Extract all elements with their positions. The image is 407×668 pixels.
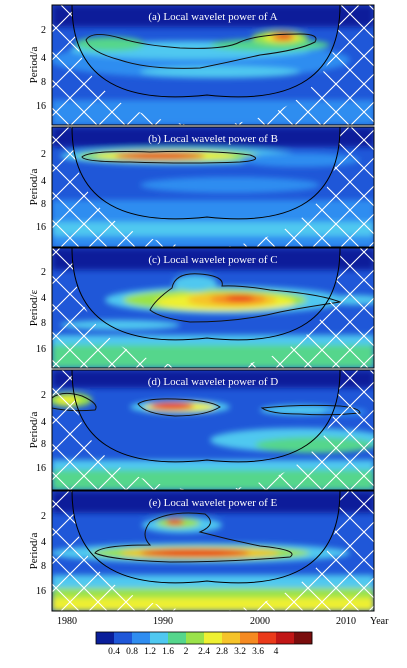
panel-b-ytick-2: 2 [41, 149, 46, 160]
panel-e-ytick-16: 16 [36, 586, 46, 597]
panel-b: (b) Local wavelet power of B Period/a 2 … [28, 126, 375, 248]
panel-b-ylabel: Period/a [28, 169, 40, 206]
panel-d-ytick-8: 8 [41, 439, 46, 450]
panel-e: (e) Local wavelet power of E Period/a 2 … [28, 490, 375, 612]
panel-d-ytick-2: 2 [41, 390, 46, 401]
panel-e-ylabel: Period/a [28, 533, 40, 570]
panel-c: (c) Local wavelet power of C Period/ε 2 … [28, 247, 375, 369]
panel-b-title: (b) Local wavelet power of B [148, 133, 278, 145]
panel-d: (d) Local wavelet power of D Period/a 2 … [28, 369, 375, 491]
panel-c-ytick-8: 8 [41, 318, 46, 329]
colorbar-label: 0.4 [108, 647, 120, 657]
panel-e-ytick-2: 2 [41, 511, 46, 522]
colorbar-label: 2.4 [198, 647, 210, 657]
xtick-1980: 1980 [57, 616, 77, 627]
colorbar-swatch [240, 632, 259, 644]
colorbar-swatch [186, 632, 205, 644]
colorbar-swatch [150, 632, 169, 644]
colorbar-swatch [204, 632, 223, 644]
colorbar-label: 2 [184, 647, 189, 657]
panel-a-ylabel: Period/a [28, 47, 40, 84]
panel-a-title: (a) Local wavelet power of A [148, 11, 277, 23]
x-axis: 1980 1990 2000 2010 Year [57, 616, 389, 627]
colorbar-label: 3.6 [252, 647, 264, 657]
colorbar-label: 1.6 [162, 647, 174, 657]
colorbar-label: 4 [274, 647, 279, 657]
colorbar-label: 3.2 [234, 647, 246, 657]
colorbar-swatch [294, 632, 313, 644]
colorbar-swatch [222, 632, 241, 644]
panel-a-ytick-16: 16 [36, 101, 46, 112]
panel-c-ytick-2: 2 [41, 267, 46, 278]
colorbar-swatch [258, 632, 277, 644]
panel-a-ytick-4: 4 [41, 53, 46, 64]
panel-c-ytick-4: 4 [41, 293, 46, 304]
colorbar-swatch [114, 632, 133, 644]
panel-c-title: (c) Local wavelet power of C [148, 254, 277, 266]
colorbar-swatch [96, 632, 115, 644]
panel-d-ytick-4: 4 [41, 417, 46, 428]
colorbar-swatch [276, 632, 295, 644]
panel-a-ytick-8: 8 [41, 77, 46, 88]
colorbar: 0.4 0.8 1.2 1.6 2 2.4 2.8 3.2 3.6 4 [95, 631, 313, 657]
panel-e-ytick-4: 4 [41, 537, 46, 548]
xtick-2010: 2010 [336, 616, 356, 627]
panel-d-ylabel: Period/a [28, 412, 40, 449]
panel-c-ylabel: Period/ε [28, 289, 40, 326]
panel-b-ytick-8: 8 [41, 199, 46, 210]
colorbar-swatch [168, 632, 187, 644]
panel-c-ytick-16: 16 [36, 344, 46, 355]
panel-b-ytick-16: 16 [36, 222, 46, 233]
colorbar-label: 1.2 [144, 647, 156, 657]
colorbar-labels: 0.4 0.8 1.2 1.6 2 2.4 2.8 3.2 3.6 4 [108, 647, 279, 657]
x-unit-label: Year [370, 616, 389, 627]
colorbar-label: 2.8 [216, 647, 228, 657]
panel-d-ytick-16: 16 [36, 463, 46, 474]
colorbar-swatches [96, 632, 313, 644]
panel-d-title: (d) Local wavelet power of D [148, 376, 278, 388]
xtick-2000: 2000 [250, 616, 270, 627]
panel-a-ytick-2: 2 [41, 25, 46, 36]
panel-e-title: (e) Local wavelet power of E [149, 497, 278, 509]
panel-b-ytick-4: 4 [41, 176, 46, 187]
panel-e-ytick-8: 8 [41, 561, 46, 572]
panel-a: (a) Local wavelet power of A Period/a 2 … [28, 4, 375, 126]
colorbar-swatch [132, 632, 151, 644]
colorbar-label: 0.8 [126, 647, 138, 657]
xtick-1990: 1990 [153, 616, 173, 627]
